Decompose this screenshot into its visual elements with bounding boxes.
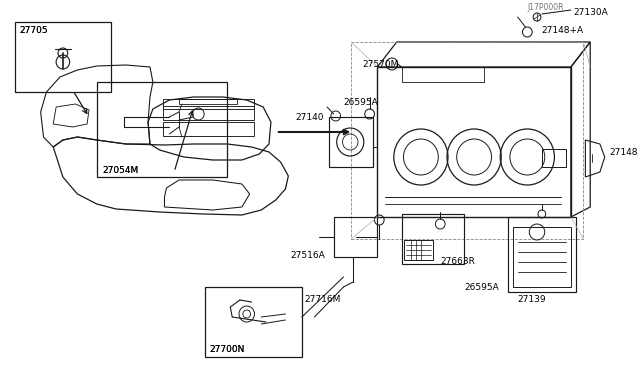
Text: 27140: 27140 — [295, 112, 324, 122]
Text: 26595A: 26595A — [465, 282, 499, 292]
Text: 27716M: 27716M — [305, 295, 341, 304]
Bar — [329, 117, 372, 167]
Text: 27663R: 27663R — [440, 257, 475, 266]
Text: 27570M: 27570M — [363, 60, 399, 68]
Text: 27130A: 27130A — [574, 7, 609, 16]
Bar — [351, 42, 584, 239]
Bar — [401, 214, 465, 264]
Bar — [542, 149, 566, 167]
Text: 26595A: 26595A — [344, 97, 378, 106]
Text: J17P000R: J17P000R — [527, 3, 564, 12]
Bar — [163, 106, 255, 120]
Bar — [179, 99, 237, 104]
Text: 27054M: 27054M — [102, 166, 139, 174]
Text: 27700N: 27700N — [209, 344, 244, 353]
Bar — [513, 227, 571, 287]
Text: 27516A: 27516A — [291, 251, 325, 260]
Bar — [163, 122, 255, 136]
Bar — [334, 217, 378, 257]
Text: 27700N: 27700N — [209, 344, 244, 353]
Text: 27705: 27705 — [19, 26, 48, 35]
Bar — [508, 217, 576, 292]
Bar — [404, 240, 433, 260]
Bar — [205, 287, 302, 357]
Text: 27148: 27148 — [609, 148, 638, 157]
Bar — [163, 99, 255, 109]
Bar — [15, 22, 111, 92]
Text: 27705: 27705 — [19, 26, 48, 35]
Bar — [97, 82, 227, 177]
Text: 27139: 27139 — [518, 295, 547, 304]
Text: 27054M: 27054M — [102, 166, 139, 174]
Bar — [378, 67, 571, 217]
Text: 27148+A: 27148+A — [542, 26, 584, 35]
